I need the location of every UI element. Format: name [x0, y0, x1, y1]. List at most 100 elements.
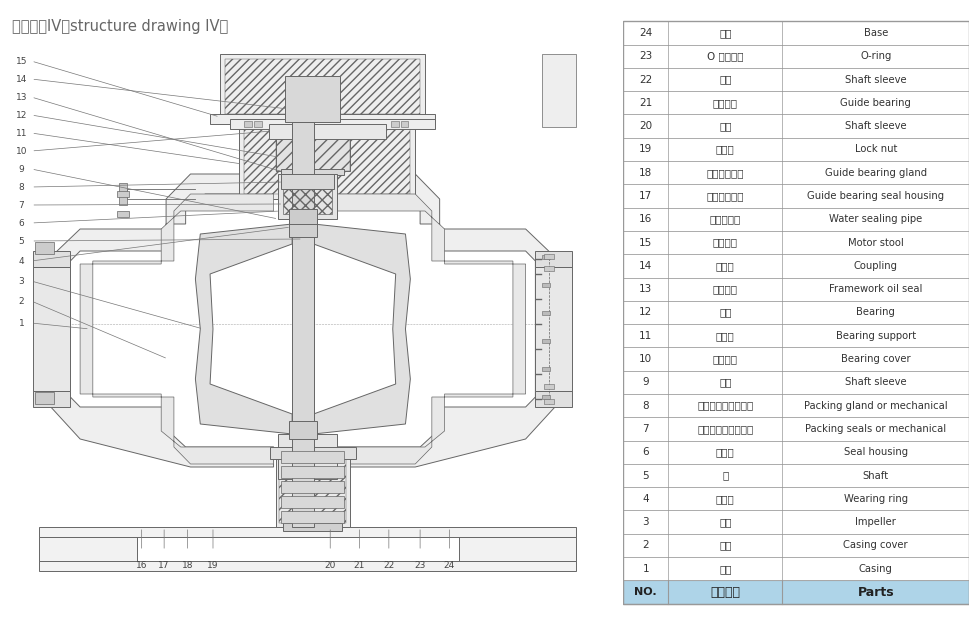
Text: 11: 11	[639, 331, 653, 341]
Text: Shaft sleeve: Shaft sleeve	[845, 378, 907, 387]
Text: 水导轴承: 水导轴承	[713, 98, 738, 108]
Text: Shaft: Shaft	[863, 470, 889, 480]
Polygon shape	[270, 447, 356, 459]
Bar	[391, 121, 399, 127]
Polygon shape	[292, 244, 314, 414]
Text: Shaft sleeve: Shaft sleeve	[845, 121, 907, 131]
Bar	[623, 301, 969, 324]
Polygon shape	[289, 219, 317, 237]
Polygon shape	[35, 392, 54, 404]
Polygon shape	[281, 169, 344, 175]
Polygon shape	[281, 451, 344, 463]
Polygon shape	[39, 561, 576, 571]
Text: O 型密封圈: O 型密封圈	[707, 51, 743, 61]
Text: 22: 22	[383, 560, 395, 569]
Text: 6: 6	[19, 219, 24, 228]
Text: 2: 2	[19, 297, 24, 306]
Text: Guide bearing: Guide bearing	[840, 98, 912, 108]
Text: Casing cover: Casing cover	[843, 540, 908, 550]
Polygon shape	[33, 251, 70, 267]
Text: 联轴器: 联轴器	[716, 261, 735, 271]
Polygon shape	[276, 451, 350, 527]
Text: 机械密封或填料密封: 机械密封或填料密封	[698, 424, 753, 434]
Bar	[623, 511, 969, 534]
Polygon shape	[332, 174, 555, 467]
Text: 20: 20	[639, 121, 653, 131]
Polygon shape	[283, 523, 342, 531]
Bar	[623, 231, 969, 254]
Bar	[623, 534, 969, 557]
Text: 17: 17	[639, 191, 653, 201]
Bar	[623, 581, 969, 604]
Text: Shaft sleeve: Shaft sleeve	[845, 74, 907, 85]
Bar	[623, 464, 969, 487]
Text: Packing seals or mechanical: Packing seals or mechanical	[805, 424, 947, 434]
Text: Bearing support: Bearing support	[835, 331, 915, 341]
Text: 水导轴承压盖: 水导轴承压盖	[706, 168, 744, 178]
Bar	[542, 311, 550, 315]
Bar	[623, 45, 969, 68]
Polygon shape	[278, 434, 337, 479]
Text: 5: 5	[19, 236, 24, 246]
Text: 12: 12	[16, 111, 27, 119]
Text: 8: 8	[19, 183, 24, 191]
Text: 轴承体: 轴承体	[716, 331, 735, 341]
Bar	[623, 68, 969, 91]
Polygon shape	[39, 527, 576, 537]
Text: 10: 10	[639, 354, 653, 364]
Text: 7: 7	[19, 201, 24, 209]
Bar	[623, 91, 969, 115]
Text: 泵体: 泵体	[719, 564, 732, 574]
Text: 19: 19	[207, 560, 219, 569]
Text: 11: 11	[16, 129, 27, 137]
Text: 23: 23	[639, 51, 653, 61]
Bar	[623, 207, 969, 231]
Text: 15: 15	[639, 238, 653, 248]
Bar	[542, 283, 550, 287]
Text: 圆螺母: 圆螺母	[716, 144, 735, 154]
Text: 轴套: 轴套	[719, 74, 732, 85]
Text: 16: 16	[639, 214, 653, 224]
Text: 9: 9	[643, 378, 649, 387]
Text: Bearing: Bearing	[857, 308, 895, 318]
Bar	[623, 441, 969, 464]
Text: Water sealing pipe: Water sealing pipe	[829, 214, 922, 224]
Polygon shape	[292, 122, 314, 527]
Text: Guide bearing seal housing: Guide bearing seal housing	[807, 191, 945, 201]
Text: 24: 24	[639, 28, 653, 38]
Text: 8: 8	[643, 400, 649, 410]
Polygon shape	[33, 391, 70, 407]
Text: 电机支座: 电机支座	[713, 238, 738, 248]
Text: 13: 13	[639, 284, 653, 294]
Polygon shape	[281, 466, 344, 478]
Text: 密封环: 密封环	[716, 494, 735, 504]
Text: 叶轮: 叶轮	[719, 517, 732, 527]
Bar	[544, 266, 554, 271]
Text: Impeller: Impeller	[856, 517, 896, 527]
Text: 1: 1	[643, 564, 649, 574]
Bar	[623, 184, 969, 207]
Text: 14: 14	[639, 261, 653, 271]
Bar	[623, 161, 969, 184]
Text: 9: 9	[19, 165, 24, 173]
Text: 5: 5	[643, 470, 649, 480]
Polygon shape	[195, 224, 292, 434]
Polygon shape	[80, 194, 274, 464]
Text: 21: 21	[639, 98, 653, 108]
Text: 18: 18	[639, 168, 653, 178]
Text: O-ring: O-ring	[860, 51, 891, 61]
Bar	[117, 211, 129, 217]
Text: 14: 14	[16, 74, 27, 84]
Text: 21: 21	[354, 560, 365, 569]
Text: 15: 15	[16, 56, 27, 66]
Bar	[623, 324, 969, 347]
Text: Guide bearing gland: Guide bearing gland	[825, 168, 927, 178]
Polygon shape	[239, 121, 415, 199]
Polygon shape	[35, 242, 54, 254]
Text: 12: 12	[639, 308, 653, 318]
Bar	[623, 115, 969, 138]
Text: 骨架油封: 骨架油封	[713, 284, 738, 294]
Text: Casing: Casing	[859, 564, 893, 574]
Polygon shape	[281, 481, 344, 493]
Bar	[623, 254, 969, 277]
